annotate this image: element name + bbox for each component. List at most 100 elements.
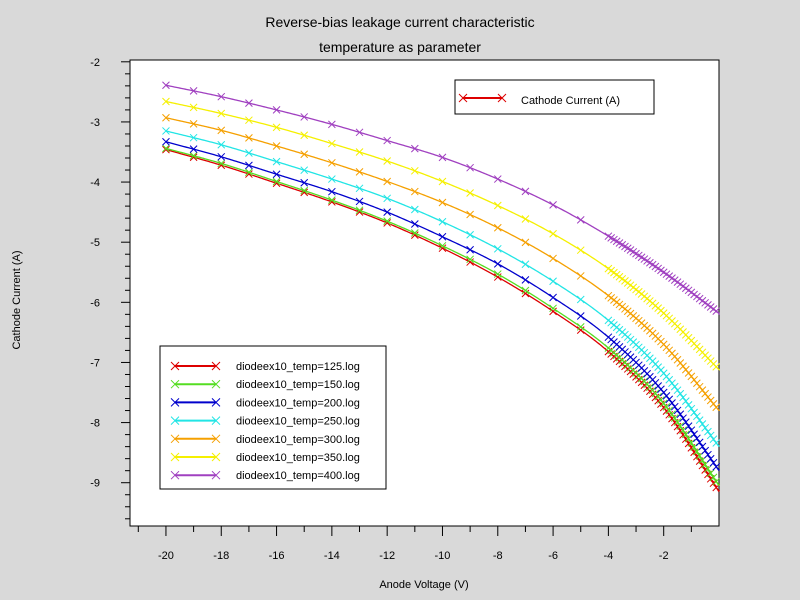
series-point [521,187,530,196]
legend-swatch-marker [211,434,221,444]
series-point [701,423,710,432]
x-tick-label: -16 [269,550,285,562]
series-point [300,113,309,121]
legend-entry: diodeex10_temp=200.log [170,397,360,409]
series-point [576,312,585,320]
series-point [665,406,674,415]
series-point [245,161,253,170]
series-point [245,168,253,177]
series-point [245,134,253,142]
series-point [410,205,419,214]
series-point [549,307,557,316]
legend-swatch-marker [170,398,180,407]
series-point [466,245,474,254]
series-point [576,272,585,280]
series-point [217,92,226,101]
series-point [576,323,585,331]
series-point [712,439,721,447]
series-point [549,254,557,263]
legend-swatch-marker [170,452,180,462]
legend-swatch-marker [211,398,221,407]
series-point [466,210,474,219]
series-point [712,362,721,371]
series-point [709,473,718,482]
series-point [493,201,502,210]
series-point [493,223,502,232]
series-point [673,406,682,415]
series-point [162,113,170,122]
series-point [162,137,170,146]
series-point [383,194,392,203]
x-tick-label: -12 [379,550,395,562]
series-point [300,131,309,140]
series-point [521,286,530,295]
series-point [328,120,336,129]
legend-entry-label: diodeex10_temp=350.log [236,452,360,464]
series-point [698,442,707,451]
series-point [383,136,392,145]
legend-entry-label: diodeex10_temp=400.log [236,470,360,482]
legend-swatch-marker [170,470,180,480]
legend-entry-label: diodeex10_temp=200.log [236,397,360,409]
legend-entry: diodeex10_temp=125.log [170,361,360,373]
series-point [410,166,419,175]
series-point [684,422,693,430]
series-point [189,133,198,142]
x-tick-label: -6 [548,550,558,562]
series-point [701,446,710,455]
legend-entry: diodeex10_temp=150.log [170,379,360,391]
series-point [670,402,679,411]
y-tick-label: -2 [90,57,100,69]
series-point [217,126,226,135]
legend: diodeex10_temp=125.log diodeex10_temp=150… [159,345,387,490]
series-point [681,397,690,405]
series-point [681,418,690,426]
y-tick-label: -4 [90,177,100,189]
series-point [438,177,447,186]
series-point [690,430,698,439]
legend-swatch-marker [170,361,180,371]
legend-entry-label: diodeex10_temp=125.log [236,361,360,373]
series-point [328,196,336,204]
series-point [189,151,198,160]
series-point [662,402,671,411]
y-axis-label: Cathode Current (A) [11,250,23,349]
legend-top-label: Cathode Current (A) [521,95,620,107]
series-point [438,232,447,241]
series-point [704,427,712,436]
series-point [549,229,557,238]
legend-entry-label: diodeex10_temp=150.log [236,379,360,391]
series-point [466,258,474,266]
x-tick-label: -4 [603,550,613,562]
series-point [712,403,721,412]
y-axis: -2 -3 -4 -5 -6 -7 -8 -9 [90,57,130,520]
series-point [698,420,707,428]
legend-entries: diodeex10_temp=125.log diodeex10_temp=150… [170,361,360,482]
series-point [693,434,701,443]
series-point [679,393,687,402]
legend-swatch-marker [170,416,180,425]
series-point [300,178,309,187]
y-tick-label: -6 [90,297,100,309]
series-point [328,187,336,196]
series-point [438,198,447,207]
series-point [676,410,685,419]
series-point [681,430,690,439]
x-tick-label: -8 [493,550,503,562]
series-point [217,140,226,149]
legend-swatch-marker [211,452,221,462]
series-point [709,458,718,467]
chart-subtitle: temperature as parameter [319,39,481,55]
series-point [355,168,364,176]
series-point [328,158,336,167]
series-point [712,477,721,486]
series-7 [162,81,721,315]
series-point [410,187,419,196]
series-point [410,144,419,153]
series-point [549,201,557,209]
series-point [466,163,474,172]
series-point [712,307,721,315]
series-point [521,238,530,247]
series-point [687,404,696,413]
